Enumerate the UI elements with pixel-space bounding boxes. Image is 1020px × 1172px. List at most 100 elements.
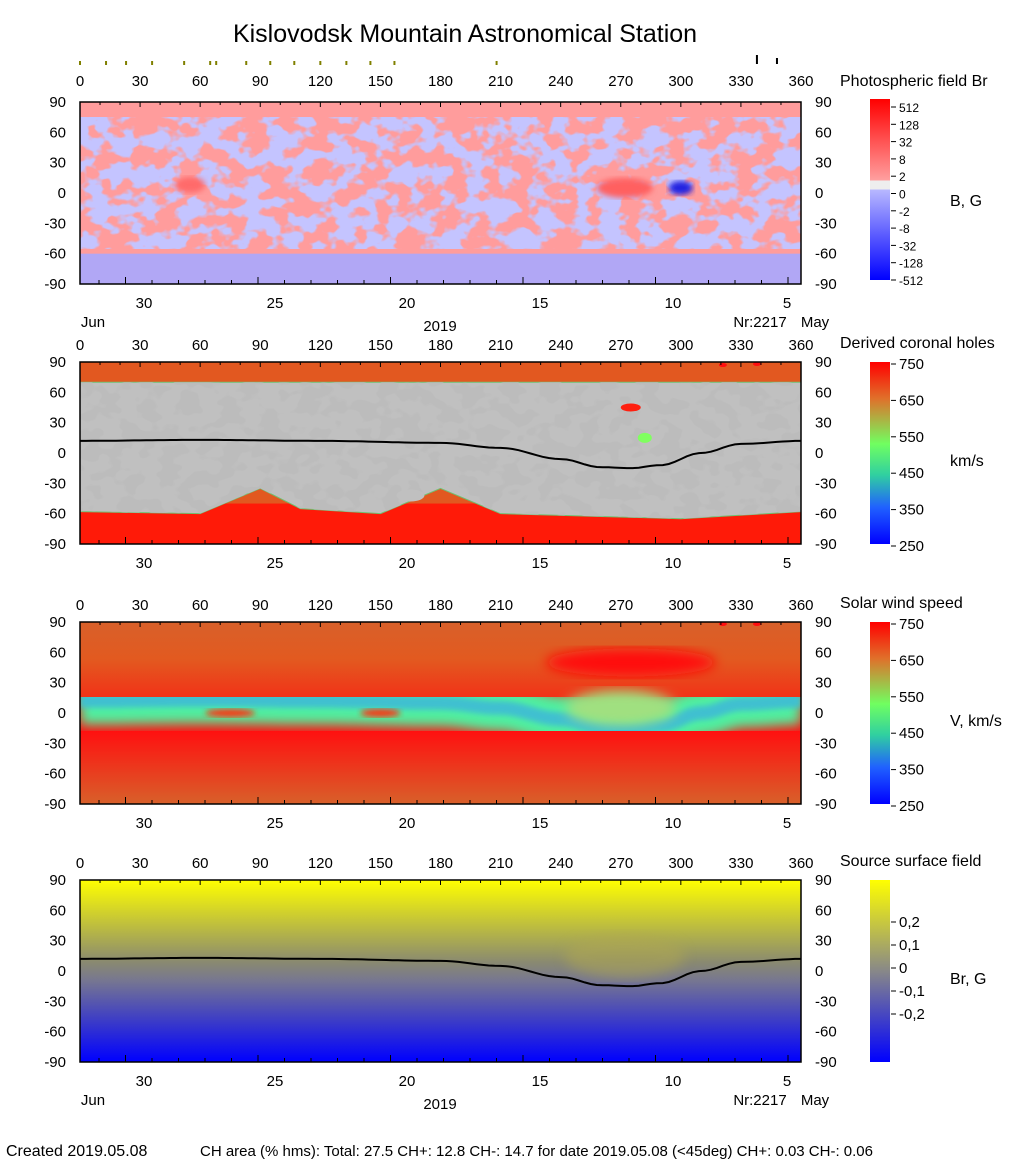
latitude-tick-label-right: 0 [815,963,823,980]
latitude-tick-label-left: 0 [58,445,66,462]
latitude-tick-label-left: -30 [44,993,66,1010]
longitude-tick-label: 270 [608,73,633,90]
colorbar-tick-label: 450 [899,725,924,742]
panel-title: Derived coronal holes [840,335,995,352]
date-tick-label: 20 [399,555,416,572]
panel-2 [79,361,896,547]
latitude-tick-label-right: 60 [815,644,832,661]
longitude-tick-label: 60 [192,73,209,90]
latitude-tick-label-right: 0 [815,445,823,462]
month-label-left: Jun [81,314,105,331]
latitude-tick-label-right: -60 [815,246,837,263]
colorbar-tick-label: -512 [899,274,923,288]
latitude-tick-label-left: 60 [49,644,66,661]
longitude-tick-label: 0 [76,597,84,614]
panel-title: Solar wind speed [840,595,963,612]
latitude-tick-label-left: 30 [49,415,66,432]
colorbar-tick-label: 650 [899,392,924,409]
latitude-tick-label-right: 60 [815,384,832,401]
longitude-tick-label: 90 [252,855,269,872]
date-tick-label: 30 [136,815,153,832]
colorbar [870,880,890,1062]
longitude-tick-label: 90 [252,597,269,614]
latitude-tick-label-left: 30 [49,675,66,692]
colorbar-tick-label: -32 [899,239,917,253]
panel-4 [79,879,896,1063]
colorbar-unit-label: V, km/s [950,713,1002,730]
colorbar-unit-label: Br, G [950,971,986,988]
date-tick-label: 10 [665,815,682,832]
source-field-background [80,880,801,1062]
carrington-rotation-label: Nr:2217 [733,314,786,331]
panel-1 [79,55,896,285]
colorbar-tick-label: 0,1 [899,937,920,954]
colorbar-tick-label: 250 [899,798,924,815]
longitude-tick-label: 180 [428,597,453,614]
latitude-tick-label-left: -90 [44,276,66,293]
small-coronal-hole [637,432,652,443]
colorbar-tick-label: 750 [899,356,924,373]
slow-wind-band [80,675,801,753]
panel-title: Photospheric field Br [840,73,988,90]
active-region-positive [175,176,206,193]
colorbar [870,99,890,280]
positive-bulge [564,933,685,978]
longitude-tick-label: 90 [252,73,269,90]
colorbar-tick-label: -2 [899,205,910,219]
northern-coronal-hole [620,403,641,412]
polar-spot [752,622,761,627]
date-tick-label: 5 [783,295,791,312]
longitude-tick-label: 60 [192,855,209,872]
longitude-tick-label: 60 [192,597,209,614]
polar-spot [718,363,727,368]
latitude-tick-label-right: 0 [815,705,823,722]
date-tick-label: 15 [532,295,549,312]
month-label-right: May [801,314,830,331]
colorbar-tick-label: -8 [899,222,910,236]
latitude-tick-label-left: -60 [44,766,66,783]
longitude-tick-label: 180 [428,337,453,354]
latitude-tick-label-left: 0 [58,705,66,722]
neutral-line [80,956,801,988]
latitude-tick-label-right: -60 [815,506,837,523]
longitude-tick-label: 270 [608,337,633,354]
date-tick-label: 15 [532,815,549,832]
colorbar-tick-label: 2 [899,170,906,184]
longitude-tick-label: 270 [608,855,633,872]
date-tick-label: 15 [532,1073,549,1090]
latitude-tick-label-right: -90 [815,1054,837,1071]
longitude-tick-label: 300 [668,337,693,354]
latitude-tick-label-left: -60 [44,506,66,523]
latitude-tick-label-right: 0 [815,185,823,202]
closed-island [396,489,425,502]
colorbar-tick-label: 550 [899,429,924,446]
active-region-negative [668,180,693,195]
latitude-tick-label-right: 30 [815,155,832,172]
fast-wind-north [545,648,716,677]
latitude-tick-label-left: 30 [49,155,66,172]
colorbar-tick-label: 0 [899,960,907,977]
latitude-tick-label-left: 90 [49,614,66,631]
date-tick-label: 30 [136,295,153,312]
longitude-tick-label: 300 [668,597,693,614]
date-tick-label: 10 [665,555,682,572]
panel-3 [79,621,896,807]
longitude-tick-label: 360 [788,597,813,614]
date-tick-label: 10 [665,1073,682,1090]
longitude-tick-label: 300 [668,73,693,90]
latitude-tick-label-right: -30 [815,215,837,232]
latitude-tick-label-left: 90 [49,94,66,111]
longitude-tick-label: 120 [308,597,333,614]
latitude-tick-label-left: -90 [44,1054,66,1071]
date-tick-label: 5 [783,815,791,832]
latitude-tick-label-left: 0 [58,963,66,980]
latitude-tick-label-right: -30 [815,735,837,752]
longitude-tick-label: 120 [308,337,333,354]
latitude-tick-label-right: 30 [815,415,832,432]
longitude-tick-label: 270 [608,597,633,614]
colorbar-tick-label: 450 [899,465,924,482]
colorbar-tick-label: 250 [899,538,924,555]
year-label: 2019 [423,1096,456,1113]
slow-wind-band-core [80,692,801,736]
longitude-tick-label: 210 [488,855,513,872]
